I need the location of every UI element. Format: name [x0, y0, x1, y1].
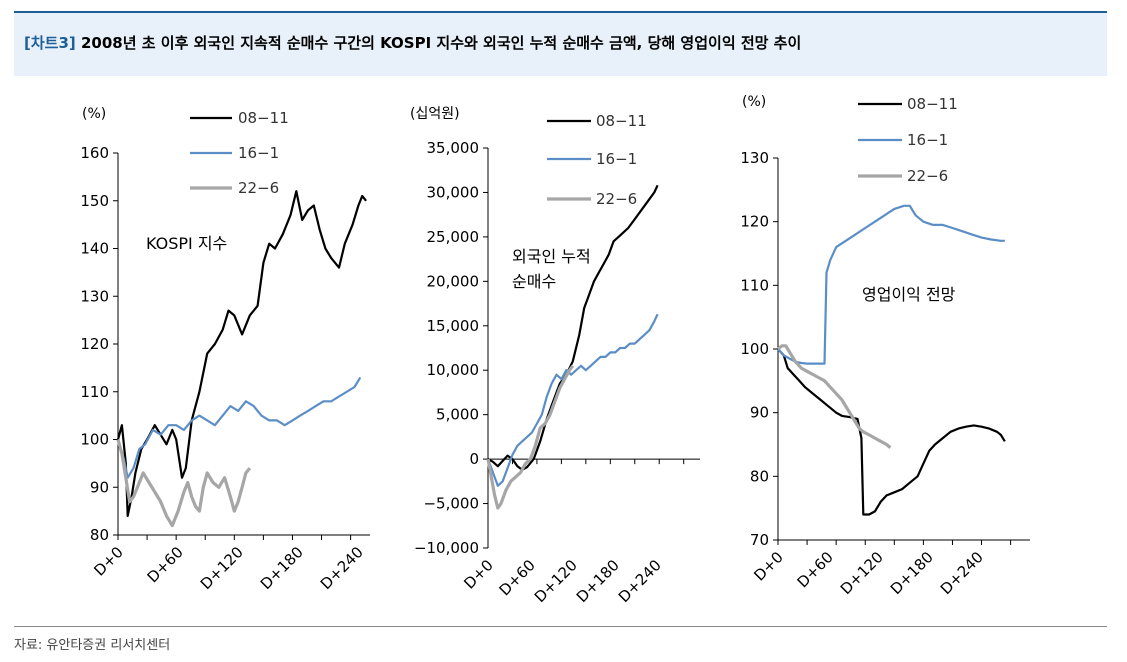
chart3-y-tick-label: 100	[740, 340, 769, 358]
chart1-y-tick-label: 160	[80, 144, 109, 162]
footer-rule	[14, 626, 1107, 627]
chart1-annotation: KOSPI 지수	[146, 234, 227, 253]
chart1-x-tick-label: D+180	[257, 543, 307, 593]
chart1-x-tick-label: D+120	[197, 543, 247, 593]
chart3-x-tick-label: D+120	[837, 548, 887, 598]
chart1-y-tick-label: 90	[90, 478, 109, 496]
chart1-x-tick-label: D+240	[317, 543, 367, 593]
chart3-series-22-6-line	[776, 344, 892, 449]
chart3-x-tick-label: D+240	[937, 548, 987, 598]
chart3-y-tick-label: 80	[750, 467, 769, 485]
chart-tag: [차트3]	[24, 34, 76, 52]
chart2-legend-label-16-1: 16−1	[596, 150, 637, 168]
chart3-y-tick-label: 90	[750, 404, 769, 422]
chart1-y-tick-label: 80	[90, 526, 109, 544]
chart2-legend-label-22-6: 22−6	[596, 190, 637, 208]
chart2-y-tick-label: −5,000	[423, 495, 479, 513]
chart2-y-tick-label: 15,000	[427, 317, 480, 335]
chart2-unit-label: (십억원)	[410, 106, 460, 122]
chart3-unit-label: (%)	[742, 94, 766, 110]
chart1-legend-label-16-1: 16−1	[238, 144, 279, 162]
chart2-y-tick-label: 5,000	[436, 406, 479, 424]
chart2-y-tick-label: 35,000	[427, 139, 480, 157]
chart1-y-tick-label: 150	[80, 192, 109, 210]
chart2-x-tick-label: D+180	[573, 556, 623, 606]
chart2-x-tick-label: D+120	[531, 556, 581, 606]
chart1-y-tick-label: 130	[80, 287, 109, 305]
chart3-y-tick-label: 120	[740, 213, 769, 231]
chart3-legend-label-08-11: 08−11	[907, 95, 958, 113]
chart2-y-tick-label: 30,000	[427, 183, 480, 201]
chart-title: 2008년 초 이후 외국인 지속적 순매수 구간의 KOSPI 지수와 외국인…	[80, 34, 802, 52]
chart1-series-16-1-line	[116, 376, 362, 479]
header-band	[14, 13, 1107, 76]
chart3-annotation: 영업이익 전망	[862, 285, 956, 304]
chart2-y-tick-label: 25,000	[427, 228, 480, 246]
chart3-legend-label-16-1: 16−1	[907, 131, 948, 149]
chart1-legend-label-22-6: 22−6	[238, 179, 279, 197]
chart2-annotation: 외국인 누적	[512, 247, 591, 266]
chart2-y-tick-label: 10,000	[427, 361, 480, 379]
chart3-x-tick-label: D+0	[750, 548, 787, 585]
header-top-rule	[14, 11, 1107, 13]
chart3-y-tick-label: 110	[740, 276, 769, 294]
chart2-y-tick-label: 20,000	[427, 272, 480, 290]
chart1-y-tick-label: 110	[80, 383, 109, 401]
chart3-x-tick-label: D+180	[887, 548, 937, 598]
chart2-x-tick-label: D+240	[615, 556, 665, 606]
chart1-y-tick-label: 140	[80, 240, 109, 258]
chart1-legend-label-08-11: 08−11	[238, 109, 289, 127]
chart1-x-tick-label: D+60	[144, 543, 187, 586]
chart1-x-tick-label: D+0	[90, 543, 127, 580]
chart2-series-08-11-line	[487, 184, 659, 471]
chart1-y-tick-label: 100	[80, 431, 109, 449]
chart1-unit-label: (%)	[82, 106, 106, 122]
chart2-y-tick-label: 0	[469, 450, 479, 468]
chart2-series-16-1-line	[486, 313, 659, 487]
chart2-y-tick-label: −10,000	[414, 539, 479, 557]
source-note: 자료: 유안타증권 리서치센터	[14, 638, 171, 653]
chart1-series-22-6-line	[116, 439, 252, 528]
page-title: [차트3] 2008년 초 이후 외국인 지속적 순매수 구간의 KOSPI 지…	[24, 32, 801, 53]
chart2-annotation: 순매수	[512, 272, 556, 291]
chart3-y-tick-label: 130	[740, 149, 769, 167]
chart2-series-22-6-line	[486, 364, 575, 510]
chart3-x-tick-label: D+60	[794, 548, 837, 591]
chart2-x-tick-label: D+0	[460, 556, 497, 593]
chart2-legend-label-08-11: 08−11	[596, 112, 647, 130]
chart3-legend-label-22-6: 22−6	[907, 167, 948, 185]
chart3-series-08-11-line	[777, 348, 1006, 516]
chart1-y-tick-label: 120	[80, 335, 109, 353]
chart3-series-16-1-line	[777, 204, 1005, 365]
chart3-y-tick-label: 70	[750, 531, 769, 549]
